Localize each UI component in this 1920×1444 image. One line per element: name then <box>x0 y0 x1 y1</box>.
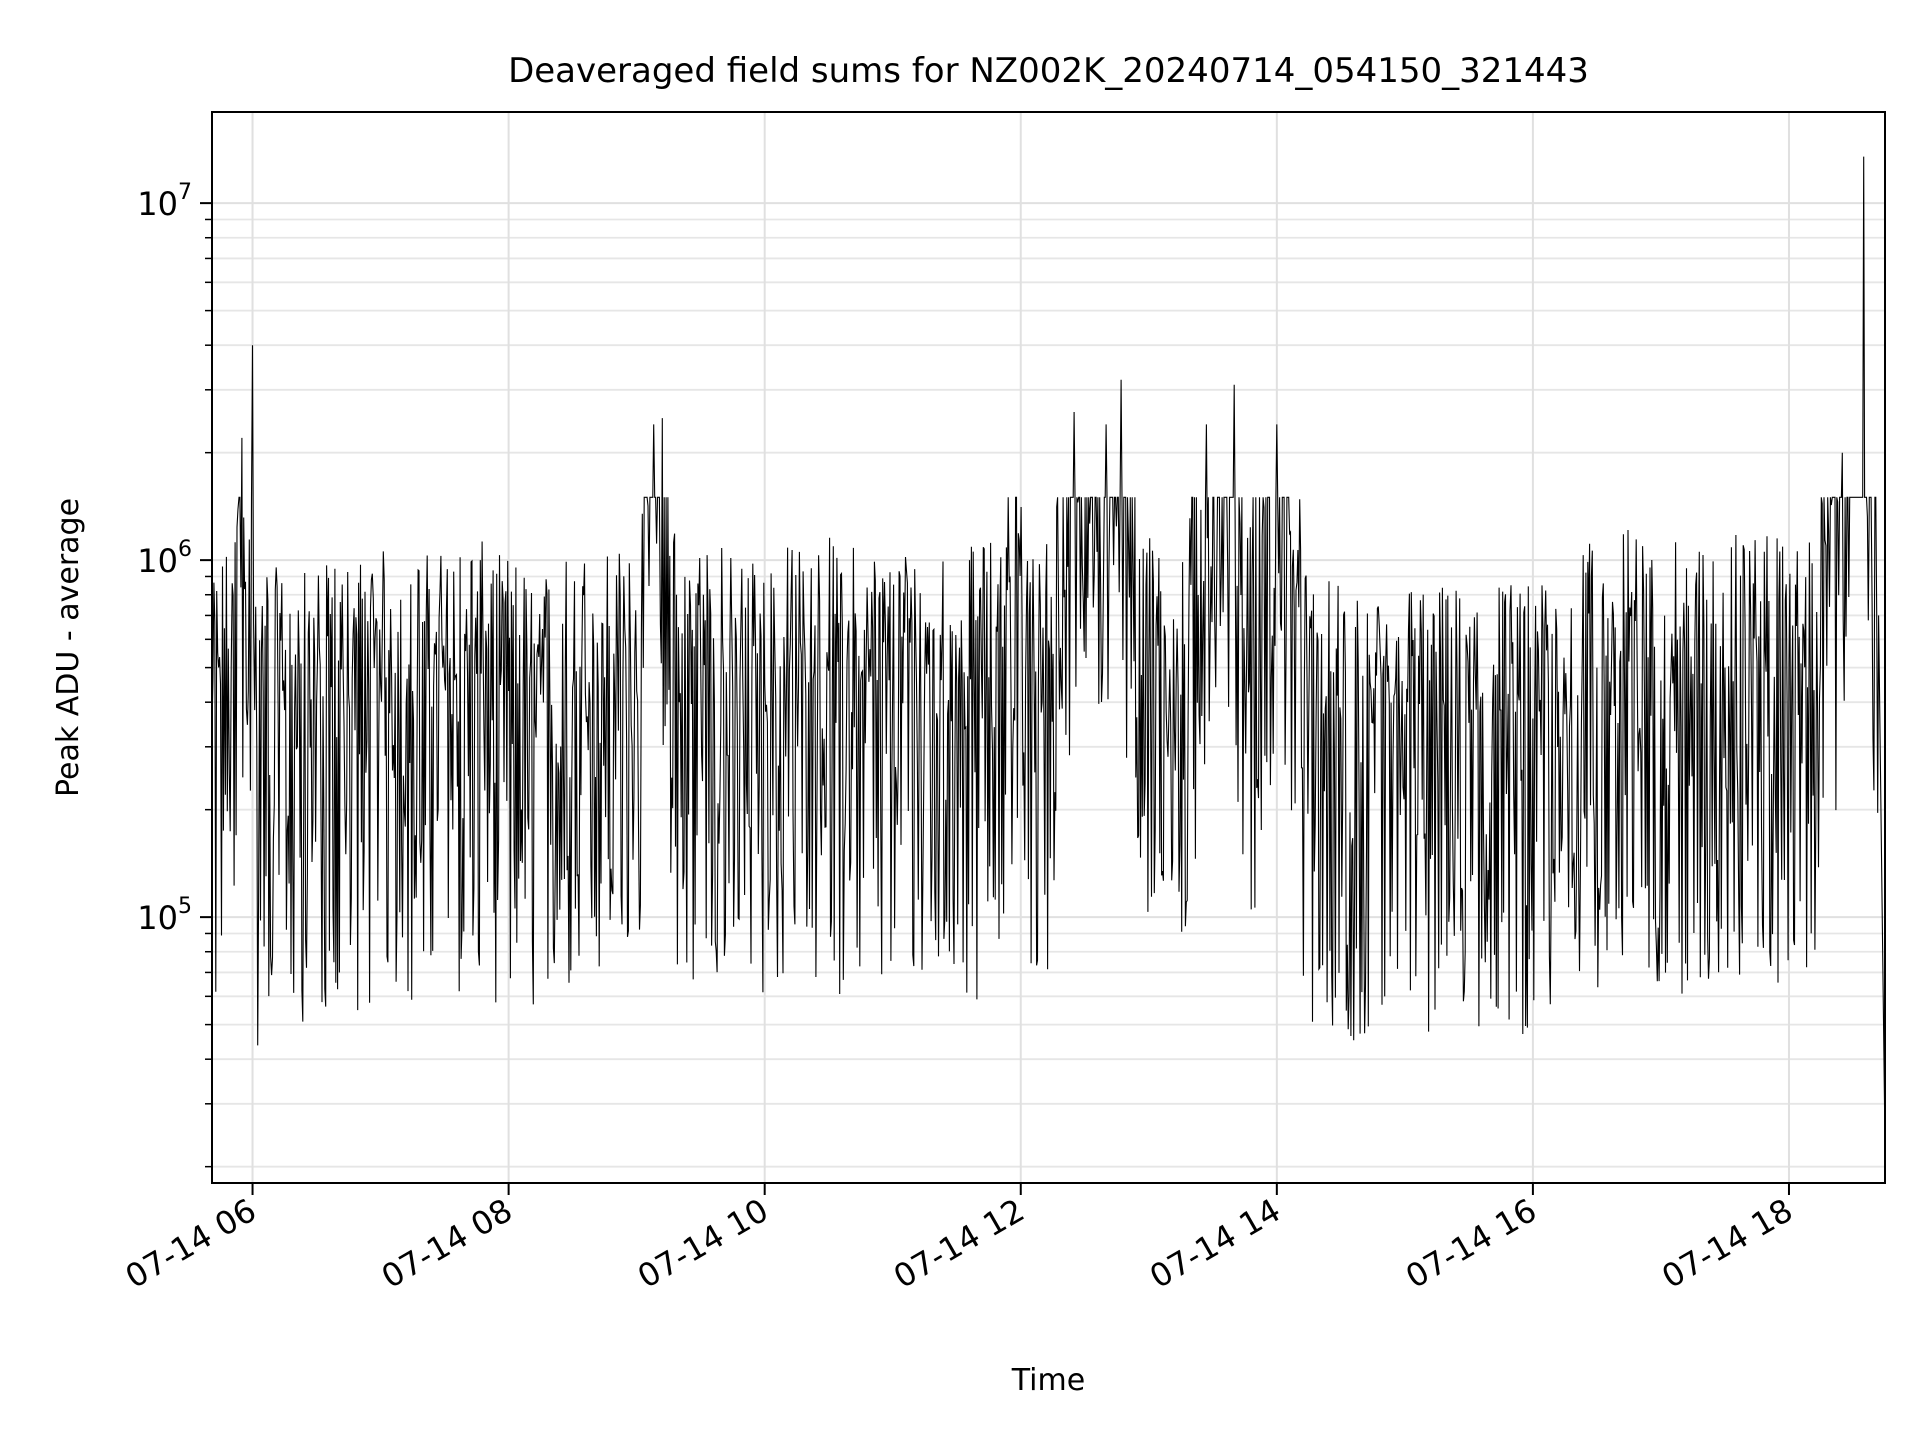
y-tick-label: 105 <box>137 894 192 937</box>
chart-title: Deaveraged field sums for NZ002K_2024071… <box>508 51 1589 91</box>
plot-frame <box>211 111 1886 1184</box>
x-tick-label: 07-14 12 <box>887 1191 1031 1296</box>
y-axis-label: Peak ADU - average <box>51 498 86 797</box>
series-layer <box>211 156 1886 1146</box>
x-tick-label: 07-14 06 <box>119 1191 263 1296</box>
series-line <box>211 156 1886 1146</box>
x-tick-label: 07-14 14 <box>1143 1191 1287 1296</box>
x-tick-label: 07-14 10 <box>631 1191 775 1296</box>
y-tick-label: 106 <box>137 537 192 580</box>
y-tick-label: 107 <box>137 180 192 223</box>
x-axis-label: Time <box>1011 1363 1085 1398</box>
x-tick-label: 07-14 18 <box>1655 1191 1799 1296</box>
x-tick-label: 07-14 16 <box>1399 1191 1543 1296</box>
ticks: 105 106 107 07-14 06 07-14 08 07-14 10 07-14 1… <box>119 180 1799 1296</box>
x-tick-label: 07-14 08 <box>375 1191 519 1296</box>
